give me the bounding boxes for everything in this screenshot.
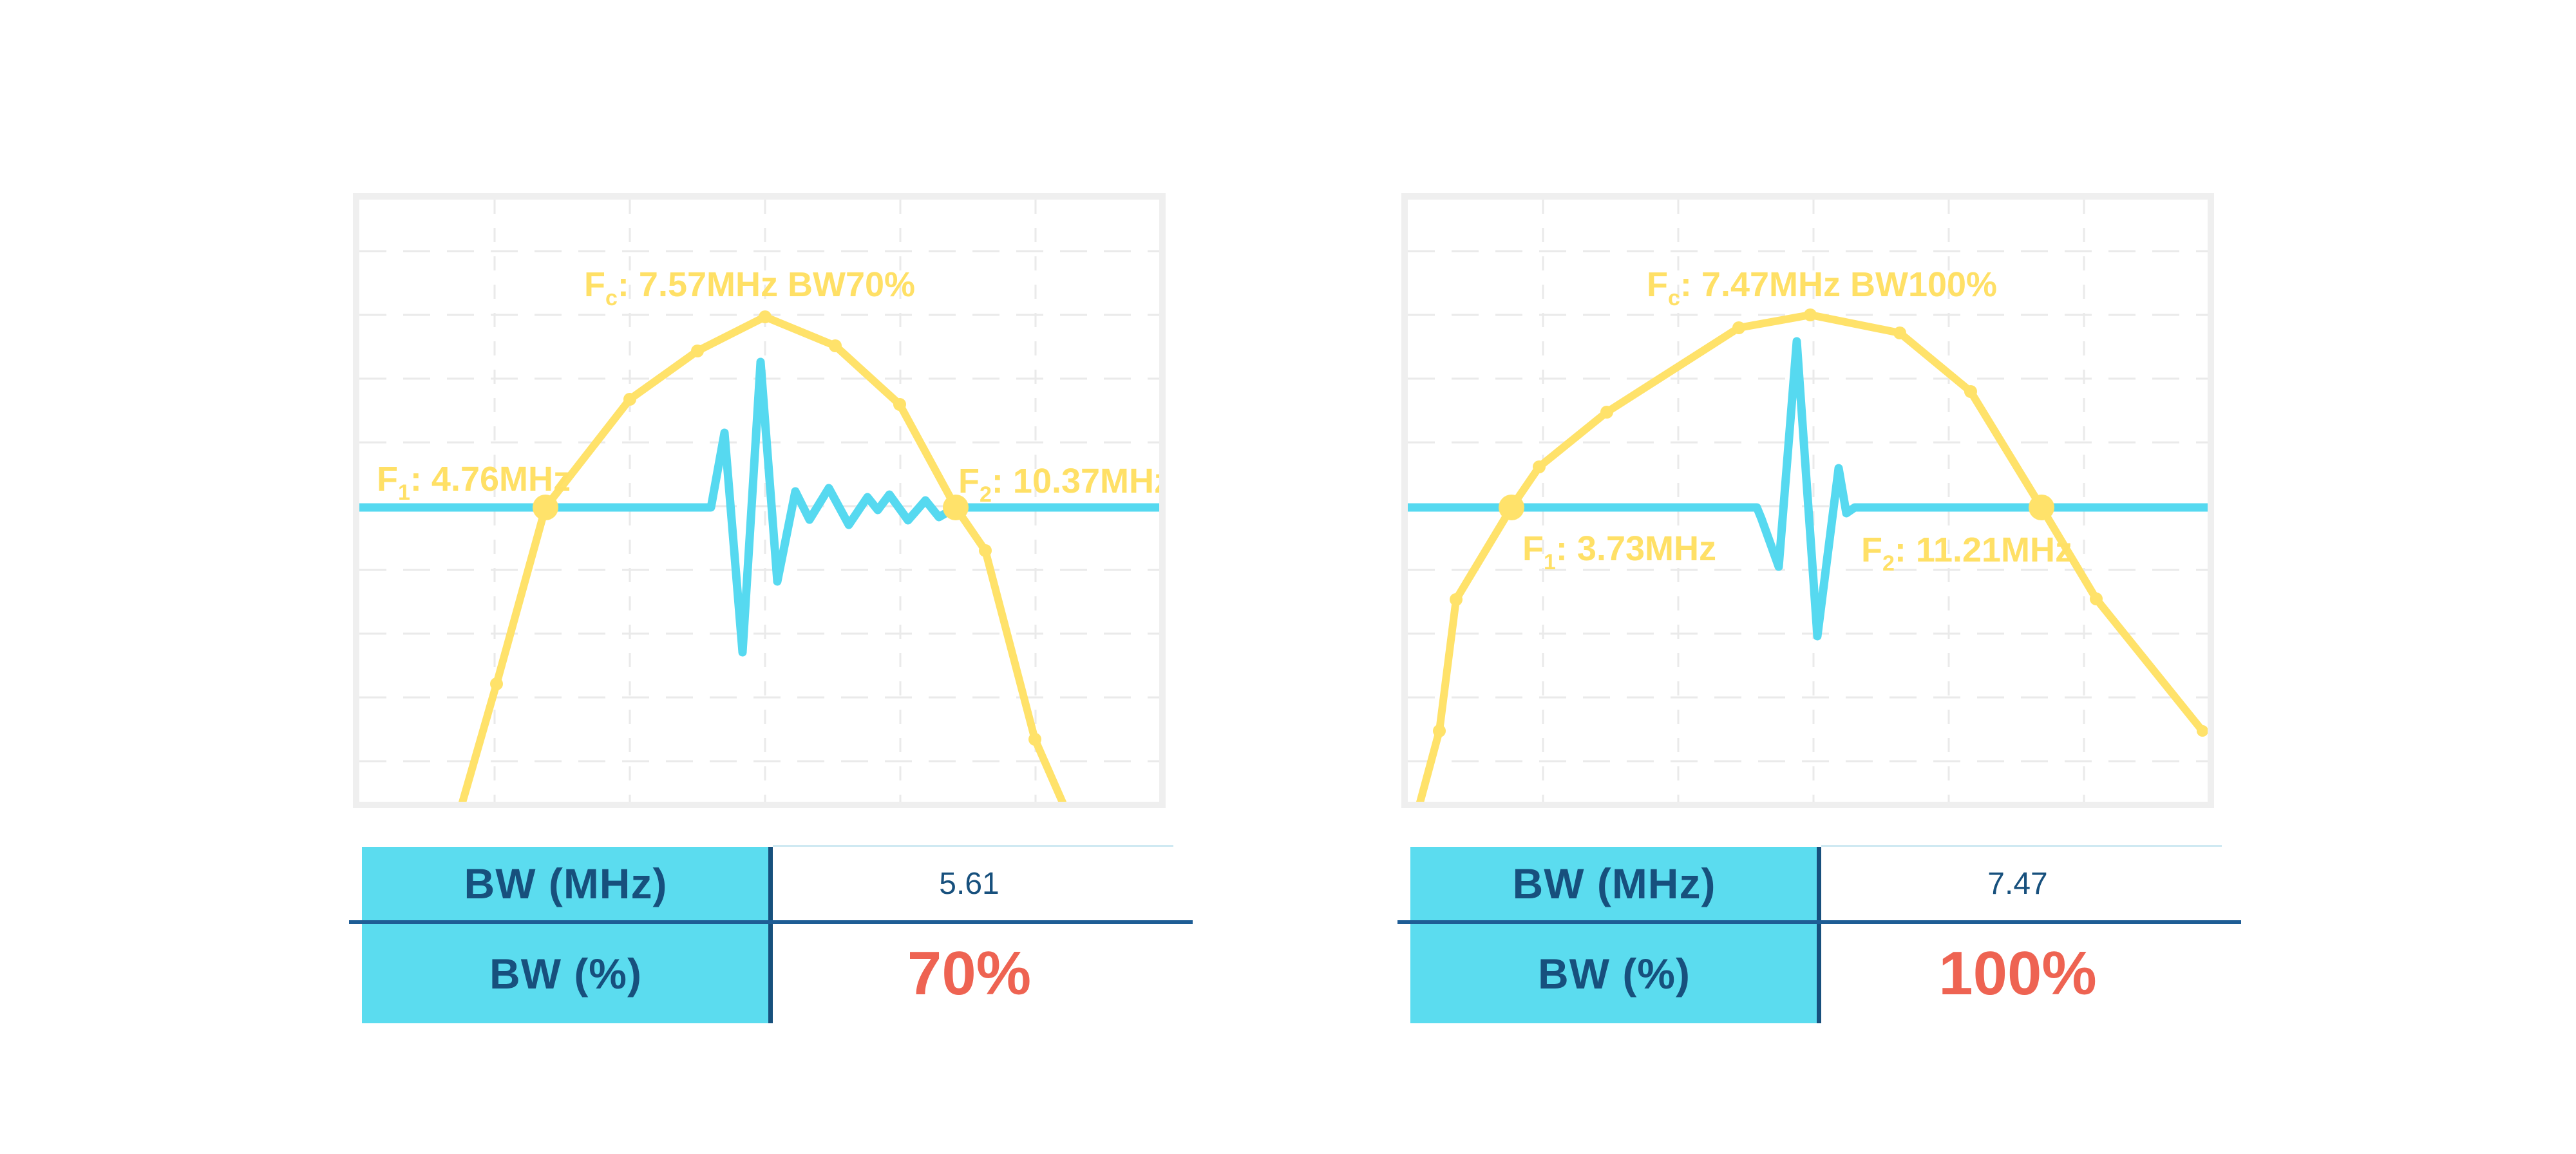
panel-bw100: Fc: 7.47MHz BW100% F1: 3.73MHz F2: 11.21MH… xyxy=(1397,0,2245,1154)
fc-label: Fc: 7.57MHz BW70% xyxy=(584,265,915,310)
cutoff-frequency-marker xyxy=(2029,495,2054,520)
spectrum-marker xyxy=(490,677,503,690)
table-vertical-rule xyxy=(768,847,773,1023)
f1-label: F1: 4.76MHz xyxy=(377,460,571,505)
table-row-divider xyxy=(349,920,1193,924)
pulse-waveform-line xyxy=(359,357,1159,657)
spectrum-marker xyxy=(623,393,636,406)
spectrum-chart-svg: Fc: 7.47MHz BW100% F1: 3.73MHz F2: 11.21MH… xyxy=(1408,200,2208,802)
spectrum-marker xyxy=(1450,593,1463,606)
panel-bw70: Fc: 7.57MHz BW70% F1: 4.76MHz F2: 10.37MHz… xyxy=(349,0,1197,1154)
fc-label: Fc: 7.47MHz BW100% xyxy=(1647,265,1997,310)
cutoff-frequency-marker xyxy=(943,495,969,520)
bw-mhz-value: 7.47 xyxy=(1987,866,2048,901)
spectrum-chart-bw100: Fc: 7.47MHz BW100% F1: 3.73MHz F2: 11.21MH… xyxy=(1401,193,2214,808)
f1-label: F1: 3.73MHz xyxy=(1522,529,1716,574)
spectrum-marker xyxy=(1600,406,1613,419)
spectrum-marker xyxy=(691,345,704,357)
spectrum-marker xyxy=(1028,733,1041,746)
table-row-divider xyxy=(1397,920,2241,924)
spectrum-marker xyxy=(759,310,772,323)
spectrum-marker xyxy=(979,544,992,557)
bw-mhz-value: 5.61 xyxy=(939,866,999,901)
bw-pct-label: BW (%) xyxy=(1538,950,1690,998)
spectrum-chart-svg: Fc: 7.57MHz BW70% F1: 4.76MHz F2: 10.37MHz xyxy=(359,200,1159,802)
table-top-rule xyxy=(773,845,1173,847)
spectrum-marker xyxy=(893,398,906,411)
spectrum-marker xyxy=(1732,321,1745,334)
spectrum-marker xyxy=(1533,460,1546,473)
spectrum-end-marker xyxy=(2197,725,2208,737)
spectrum-line xyxy=(459,313,1066,802)
bw-mhz-label: BW (MHz) xyxy=(1512,860,1716,907)
spectrum-marker xyxy=(2090,592,2103,605)
cutoff-frequency-marker xyxy=(533,495,558,520)
bw-pct-value: 70% xyxy=(907,939,1032,1008)
table-vertical-rule xyxy=(1817,847,1821,1023)
spectrum-marker xyxy=(1893,326,1906,339)
table-header-column xyxy=(1410,847,1818,1023)
f2-label: F2: 10.37MHz xyxy=(958,462,1159,507)
f2-label: F2: 11.21MHz xyxy=(1861,531,2072,576)
spectrum-chart-bw70: Fc: 7.57MHz BW70% F1: 4.76MHz F2: 10.37MHz xyxy=(353,193,1166,808)
spectrum-marker xyxy=(1804,308,1817,321)
spectrum-marker xyxy=(829,339,842,352)
bw-mhz-label: BW (MHz) xyxy=(464,860,668,907)
table-header-column xyxy=(362,847,770,1023)
spectrum-marker xyxy=(1433,724,1446,737)
spectrum-marker xyxy=(1964,385,1977,398)
table-top-rule xyxy=(1821,845,2222,847)
cutoff-frequency-marker xyxy=(1499,495,1524,520)
bw-pct-label: BW (%) xyxy=(489,950,642,998)
bw-pct-value: 100% xyxy=(1938,939,2097,1008)
pulse-waveform-line xyxy=(1408,337,2208,641)
